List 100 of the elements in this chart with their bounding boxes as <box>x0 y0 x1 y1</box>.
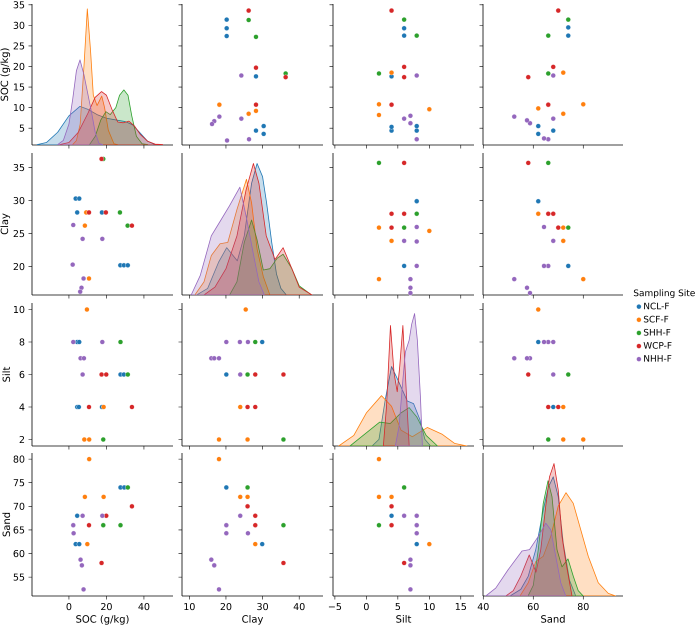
point <box>224 33 230 39</box>
point <box>546 102 551 108</box>
x-tick-label: 40 <box>138 603 150 610</box>
point <box>78 285 84 290</box>
point <box>224 530 229 536</box>
point <box>261 124 266 129</box>
y-tick-label: 20 <box>14 263 24 270</box>
point <box>238 116 244 122</box>
point <box>101 494 106 500</box>
point <box>376 112 382 118</box>
point <box>546 211 551 216</box>
y-tick-label: 10 <box>14 306 24 314</box>
point <box>414 136 420 142</box>
point <box>129 404 135 410</box>
point <box>512 114 517 120</box>
point <box>526 74 531 80</box>
point <box>238 72 244 78</box>
y-tick-label: 30 <box>14 196 24 204</box>
y-tick-label: 35 <box>14 164 24 172</box>
point <box>580 102 586 107</box>
point <box>216 586 222 592</box>
point <box>125 262 130 268</box>
y-axis-title: SOC (g/kg) <box>0 48 10 101</box>
point <box>86 456 92 462</box>
point <box>118 522 124 528</box>
point <box>566 372 571 378</box>
y-tick-label: 35 <box>14 1 24 8</box>
point <box>550 339 556 345</box>
point <box>80 513 86 518</box>
point <box>125 372 130 378</box>
y-axis-title: Clay <box>0 213 10 234</box>
point <box>244 494 250 500</box>
point <box>376 276 382 282</box>
point <box>216 456 222 462</box>
point <box>408 290 414 296</box>
point <box>414 224 420 230</box>
point <box>402 238 407 244</box>
point <box>245 339 251 345</box>
point <box>388 494 394 500</box>
point <box>212 356 217 361</box>
point <box>526 160 531 166</box>
point <box>82 223 88 228</box>
point <box>536 198 541 204</box>
y-tick-label: 65 <box>14 526 24 534</box>
point <box>224 372 229 378</box>
point <box>536 124 541 129</box>
point <box>414 198 420 204</box>
point <box>546 263 551 269</box>
point <box>536 306 541 312</box>
point <box>86 404 92 410</box>
point <box>253 108 259 114</box>
point <box>125 223 130 228</box>
point <box>84 306 90 312</box>
point <box>100 236 105 242</box>
y-tick-label: 5 <box>20 124 24 132</box>
point <box>224 26 230 31</box>
point <box>408 113 414 118</box>
point <box>224 484 229 490</box>
point <box>566 24 571 30</box>
point <box>252 542 258 547</box>
point <box>84 542 90 547</box>
point <box>408 285 414 290</box>
point <box>224 138 230 144</box>
point <box>524 285 530 290</box>
point <box>524 118 530 123</box>
point <box>414 33 420 38</box>
point <box>376 160 382 166</box>
point <box>100 436 106 442</box>
point <box>245 530 251 536</box>
point <box>402 33 407 38</box>
point <box>216 436 222 442</box>
point <box>388 225 394 230</box>
point <box>580 276 586 282</box>
y-tick-label: 80 <box>14 456 24 463</box>
point <box>280 436 286 442</box>
point <box>414 124 420 129</box>
point <box>238 404 243 410</box>
point <box>81 356 87 361</box>
point <box>246 17 252 23</box>
point <box>526 372 531 378</box>
point <box>536 211 541 216</box>
point <box>253 65 259 70</box>
y-tick-label: 10 <box>14 104 24 112</box>
x-axis-title: SOC (g/kg) <box>76 615 129 625</box>
point <box>527 290 533 296</box>
point <box>244 436 250 442</box>
point <box>238 513 243 518</box>
point <box>566 263 571 269</box>
point <box>246 8 252 14</box>
point <box>541 339 547 345</box>
point <box>252 513 258 518</box>
point <box>388 102 394 108</box>
point <box>80 586 86 592</box>
point <box>426 106 432 112</box>
point <box>402 116 407 122</box>
y-tick-label: 25 <box>14 230 24 238</box>
point <box>408 276 414 282</box>
point <box>103 210 108 216</box>
point <box>388 513 394 518</box>
point <box>536 339 541 345</box>
